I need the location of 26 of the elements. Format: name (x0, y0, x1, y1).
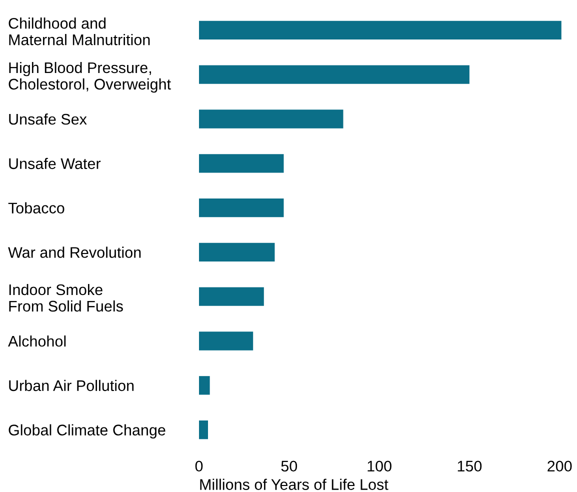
bar (199, 198, 284, 218)
bar (199, 376, 210, 395)
y-tick-label: War and Revolution (8, 246, 141, 258)
x-axis-title: Millions of Years of Life Lost (200, 478, 388, 490)
bar (199, 20, 562, 40)
y-tick-label: Unsafe Water (9, 158, 101, 170)
x-tick-label: 0 (195, 460, 203, 472)
bar (199, 154, 284, 173)
bar (199, 65, 470, 84)
x-tick-label: 200 (548, 460, 572, 472)
bar (199, 287, 264, 306)
y-tick-label: Unsafe Sex (9, 113, 87, 125)
bar (199, 242, 275, 262)
bar (199, 110, 344, 128)
bar (199, 332, 254, 350)
y-tick-label: Childhood and Maternal Malnutrition (8, 18, 150, 46)
x-tick-label: 100 (368, 460, 392, 472)
y-tick-label: High Blood Pressure, Cholestorol, Overweight (8, 62, 171, 93)
y-tick-label: Global Climate Change (8, 424, 166, 439)
y-tick-label: Tobacco (8, 202, 64, 214)
y-tick-label: Alchohol (8, 335, 66, 347)
bar (199, 420, 208, 440)
y-tick-label: Indoor Smoke From Solid Fuels (9, 284, 123, 312)
y-tick-label: Urban Air Pollution (9, 380, 134, 392)
x-tick-label: 50 (281, 460, 298, 472)
x-tick-label: 150 (458, 460, 482, 472)
